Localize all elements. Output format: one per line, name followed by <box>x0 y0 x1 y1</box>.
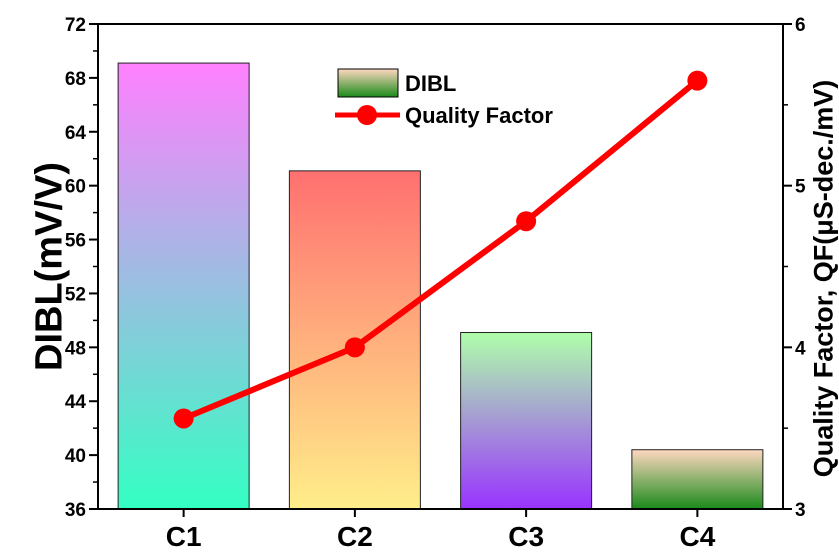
x-tick-label-c3: C3 <box>508 521 544 552</box>
bar-c1 <box>117 62 250 510</box>
right-tick-label: 5 <box>795 177 806 198</box>
legend-label-dibl: DIBL <box>405 71 456 96</box>
left-tick-label: 56 <box>65 231 86 252</box>
x-tick-label-c1: C1 <box>166 521 202 552</box>
left-tick-label: 44 <box>65 392 87 413</box>
quality-factor-series <box>173 70 708 429</box>
x-tick-label-c4: C4 <box>679 521 715 552</box>
legend-swatch-quality-factor-marker <box>357 105 377 125</box>
left-tick-label: 72 <box>65 15 86 36</box>
left-tick-label: 40 <box>65 446 86 467</box>
quality-factor-line <box>180 77 701 422</box>
quality-factor-point-c1 <box>173 408 194 429</box>
left-axis-ticks: 36 40 44 48 52 56 60 64 68 72 <box>65 15 98 521</box>
left-tick-label: 60 <box>65 177 86 198</box>
right-tick-label: 3 <box>795 500 806 521</box>
quality-factor-point-c2 <box>344 337 365 358</box>
left-tick-label: 64 <box>65 123 87 144</box>
left-tick-label: 68 <box>65 69 86 90</box>
legend-swatch-dibl <box>337 68 399 98</box>
y-axis-label-left: DIBL(mV/V) <box>28 162 70 371</box>
left-tick-label: 48 <box>65 338 86 359</box>
right-tick-label: 6 <box>795 15 806 36</box>
quality-factor-point-c3 <box>516 211 537 232</box>
right-axis-ticks: 3 4 5 6 <box>783 15 806 521</box>
right-tick-label: 4 <box>795 338 806 359</box>
legend-label-quality-factor: Quality Factor <box>405 103 553 128</box>
x-tick-label-c2: C2 <box>337 521 373 552</box>
left-tick-label: 52 <box>65 284 86 305</box>
legend: DIBL Quality Factor <box>335 68 553 128</box>
bars-layer <box>117 62 764 510</box>
x-axis-ticks: C1 C2 C3 C4 <box>166 509 716 552</box>
bar-c4 <box>631 449 764 510</box>
left-tick-label: 36 <box>65 500 86 521</box>
y-axis-label-right: Quality Factor, QF(μS-dec./mV) <box>808 80 838 478</box>
bar-c3 <box>460 332 593 510</box>
quality-factor-point-c4 <box>687 70 708 91</box>
